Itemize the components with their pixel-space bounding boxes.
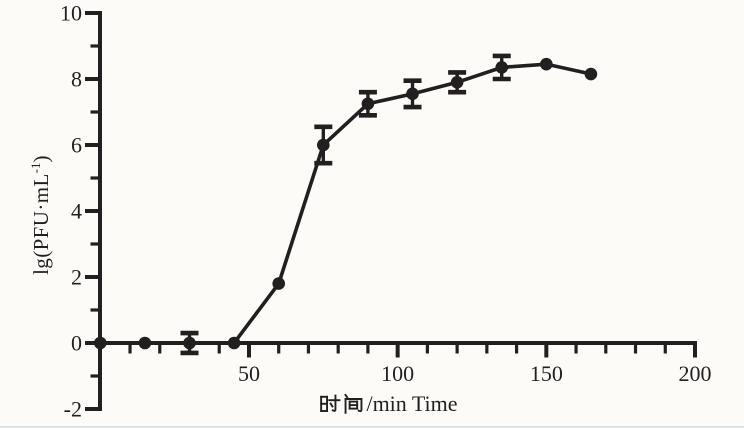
data-point [361,97,375,111]
data-point [183,336,196,350]
data-point [94,336,107,350]
data-point [406,87,419,101]
y-tick-label: 4 [71,199,82,224]
data-point [272,277,286,290]
data-point [584,67,598,81]
cjk-jian-character-glyph [342,393,364,415]
x-tick-label: 200 [679,361,712,386]
y-axis-title-base: lg(PFU·mL [29,173,53,275]
y-axis-title-close: ) [29,155,53,163]
x-tick-label: 100 [381,361,414,386]
y-axis-title: lg(PFU·mL-1) [28,155,54,275]
scan-edge-white-strip [0,428,744,430]
x-tick-label: 50 [238,361,260,386]
data-point [540,57,553,71]
x-axis-title: /min Time [318,391,458,416]
x-axis-title-latin: /min Time [366,391,458,416]
y-tick-label: 10 [60,1,82,26]
y-tick-label: -2 [64,397,82,422]
data-point [227,336,241,350]
scan-edge-line [0,426,744,428]
y-tick-label: 0 [71,331,82,356]
data-point [317,138,330,152]
data-point [495,61,509,74]
y-axis-title-superscript: -1 [28,162,43,174]
data-line [100,62,592,345]
data-point [450,76,464,89]
y-tick-label: 2 [71,265,82,290]
y-tick-label: 6 [71,133,82,158]
data-point [138,336,152,350]
y-tick-label: 8 [71,67,82,92]
cjk-shi-character-glyph [318,393,341,415]
x-tick-label: 150 [530,361,563,386]
